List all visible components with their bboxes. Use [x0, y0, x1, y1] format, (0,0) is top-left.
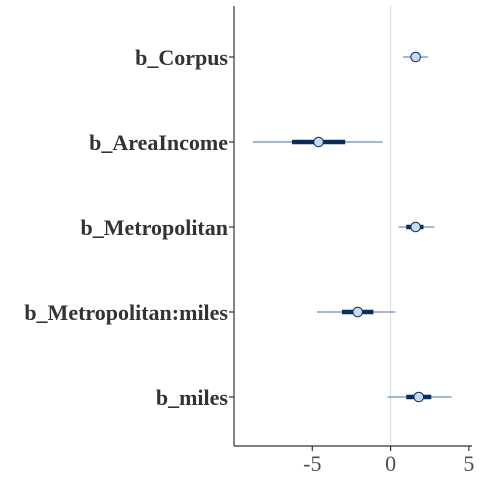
point-estimate: [410, 51, 421, 63]
x-tick-label: 0: [385, 451, 396, 476]
point-estimate: [313, 136, 324, 148]
parameter-label: b_AreaIncome: [89, 130, 228, 155]
parameter-label: b_miles: [156, 385, 229, 410]
point-estimate: [413, 391, 425, 403]
parameter-label: b_Metropolitan: [81, 215, 228, 240]
parameter-label: b_Corpus: [135, 45, 228, 70]
point-estimate: [352, 306, 363, 318]
parameter-label: b_Metropolitan:miles: [24, 300, 228, 325]
x-tick-label: 5: [463, 451, 474, 476]
point-estimate: [410, 221, 421, 233]
x-tick-label: -5: [303, 451, 321, 476]
